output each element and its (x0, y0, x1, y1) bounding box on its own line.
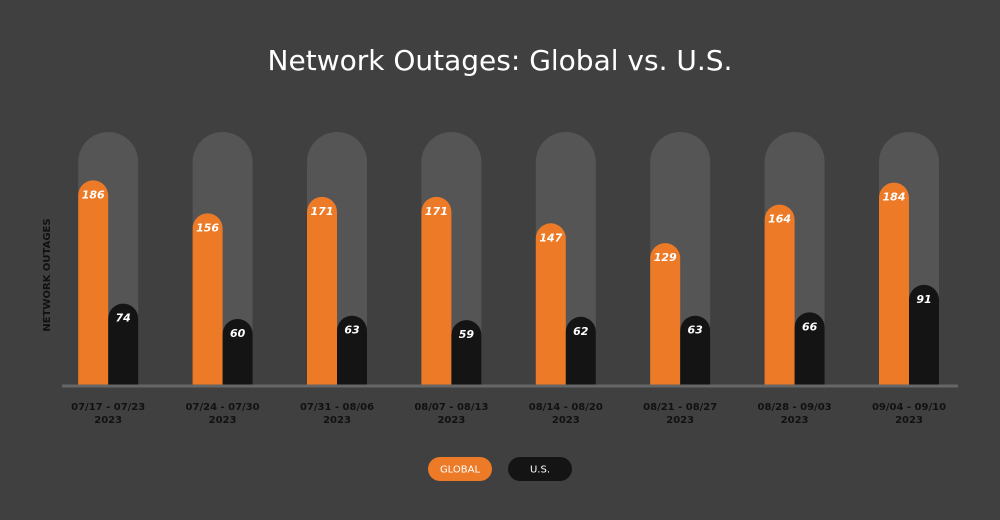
bar (192, 213, 223, 385)
bar (451, 320, 482, 385)
value-label: 66 (802, 320, 818, 333)
y-axis-label: NETWORK OUTAGES (42, 218, 53, 331)
legend-label: GLOBAL (440, 465, 481, 476)
x-tick-label: 07/24 - 07/30 (186, 402, 260, 413)
x-tick-label: 2023 (437, 415, 465, 426)
value-label: 74 (116, 312, 131, 325)
bar (535, 223, 566, 385)
value-label: 91 (916, 293, 931, 306)
value-label: 164 (768, 213, 791, 226)
bar (565, 316, 596, 385)
value-label: 156 (196, 221, 219, 234)
legend-label: U.S. (530, 465, 550, 476)
bar (337, 315, 367, 385)
bar (764, 204, 795, 385)
value-label: 63 (688, 324, 704, 337)
value-label: 129 (654, 251, 677, 264)
x-tick-label: 2023 (666, 415, 694, 426)
value-label: 186 (82, 188, 105, 201)
x-tick-label: 2023 (895, 415, 923, 426)
bar (794, 312, 825, 385)
x-tick-label: 2023 (781, 415, 809, 426)
bar (421, 196, 452, 385)
x-tick-label: 2023 (552, 415, 580, 426)
x-tick-label: 08/14 - 08/20 (529, 402, 603, 413)
x-tick-label: 08/07 - 08/13 (414, 402, 488, 413)
bar (680, 315, 711, 385)
chart-title: Network Outages: Global vs. U.S. (268, 44, 733, 77)
x-tick-label: 09/04 - 09/10 (872, 402, 946, 413)
x-tick-label: 08/21 - 08/27 (643, 402, 717, 413)
value-label: 60 (230, 327, 246, 340)
x-tick-label: 2023 (94, 415, 122, 426)
value-label: 62 (573, 325, 589, 338)
bar (108, 303, 139, 385)
legend-swatch (508, 457, 572, 481)
x-tick-label: 2023 (209, 415, 237, 426)
x-tick-label: 2023 (323, 415, 351, 426)
legend-swatch (428, 457, 492, 481)
x-tick-label: 08/28 - 09/03 (758, 402, 832, 413)
bar (222, 319, 253, 385)
value-label: 171 (311, 205, 334, 218)
bar (909, 284, 939, 385)
x-tick-label: 07/17 - 07/23 (71, 402, 145, 413)
value-label: 59 (459, 328, 475, 341)
bar (78, 180, 109, 385)
value-label: 171 (425, 205, 448, 218)
x-tick-label: 07/31 - 08/06 (300, 402, 374, 413)
value-label: 147 (539, 231, 562, 244)
bar (307, 196, 337, 385)
value-label: 63 (344, 324, 360, 337)
value-label: 184 (883, 191, 906, 204)
bar (879, 182, 909, 385)
bar (650, 243, 681, 385)
